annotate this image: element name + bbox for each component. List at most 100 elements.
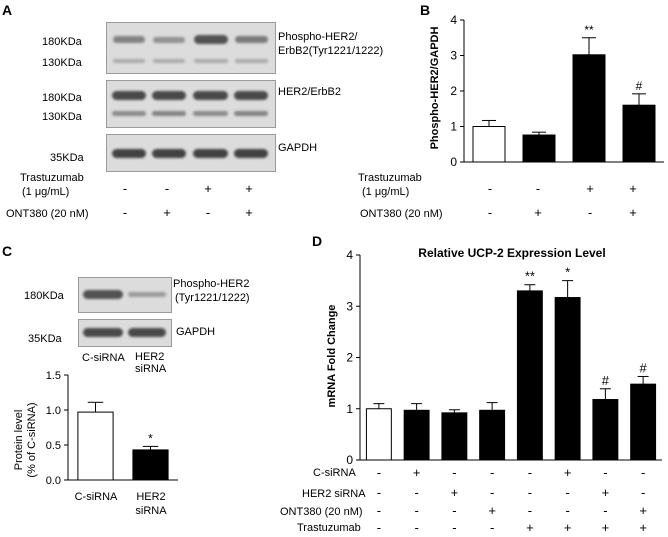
y-tick-label: 0 bbox=[450, 155, 457, 169]
lane-label-c-sirna: C-siRNA bbox=[82, 352, 125, 364]
significance-marker: # bbox=[636, 79, 643, 93]
sign: - bbox=[205, 205, 211, 220]
sign: + bbox=[639, 503, 647, 518]
sign: - bbox=[376, 520, 382, 535]
blot-label-phospho-her2: Phospho-HER2 bbox=[173, 278, 250, 290]
sign: + bbox=[563, 520, 572, 535]
treatment-label-ont380: ONT380 (20 nM) bbox=[360, 208, 443, 220]
sign: - bbox=[489, 465, 495, 480]
sign: - bbox=[452, 465, 457, 480]
sign: + bbox=[563, 465, 572, 480]
bar-chart-protein-level: Protein level (% of C-siRNA) 0.0 0.5 1.0 1.… bbox=[13, 370, 178, 517]
treatment-label-trastuzumab: Trastuzumab bbox=[358, 172, 422, 184]
sign: - bbox=[487, 205, 493, 220]
bar bbox=[572, 54, 606, 163]
treatment-label-her2-sirna: HER2 siRNA bbox=[302, 488, 366, 500]
bar bbox=[622, 104, 656, 163]
y-axis-label: Phospho-HER2/GAPDH bbox=[429, 27, 441, 150]
y-tick-label: 2 bbox=[450, 84, 457, 98]
sign: + bbox=[163, 205, 171, 220]
significance-marker: # bbox=[602, 373, 610, 388]
x-tick-label: siRNA bbox=[135, 505, 167, 517]
sign: - bbox=[414, 520, 419, 535]
sign: - bbox=[527, 485, 533, 500]
y-tick-label: 2 bbox=[346, 351, 353, 365]
blot-label-gapdh: GAPDH bbox=[278, 142, 318, 154]
blot-label-her2: HER2/ErbB2 bbox=[278, 86, 341, 98]
sign: - bbox=[376, 485, 382, 500]
bar bbox=[630, 383, 657, 461]
sign: - bbox=[376, 465, 382, 480]
sign: - bbox=[527, 503, 533, 518]
y-axis-label: mRNA Fold Change bbox=[326, 305, 338, 408]
sign: - bbox=[489, 485, 495, 500]
sign: - bbox=[603, 503, 608, 518]
blot-label-phospho-her2-site: (Tyr1221/1222) bbox=[175, 292, 250, 304]
sign: + bbox=[412, 465, 421, 480]
x-tick-label: C-siRNA bbox=[75, 491, 118, 503]
bar bbox=[365, 408, 392, 461]
western-blot-gapdh bbox=[106, 134, 276, 172]
marker-35kda: 35KDa bbox=[50, 152, 84, 164]
y-tick-label: 1.5 bbox=[46, 370, 61, 382]
sign: - bbox=[122, 181, 128, 196]
sign: - bbox=[376, 503, 382, 518]
treatment-label-ont380: ONT380 (20 nM) bbox=[6, 208, 89, 220]
sign: - bbox=[565, 503, 570, 518]
sign: - bbox=[487, 181, 493, 196]
bar-chart-phospho-her2: Phospho-HER2/GAPDH 0 1 2 3 4 ** # bbox=[429, 13, 664, 169]
bar bbox=[479, 409, 506, 461]
panel-c-label: C bbox=[2, 243, 13, 259]
sign: + bbox=[526, 520, 534, 535]
bar bbox=[403, 409, 430, 461]
bar bbox=[522, 134, 556, 163]
marker-180kda: 180KDa bbox=[24, 290, 64, 302]
y-tick-label: 4 bbox=[346, 248, 353, 262]
marker-180kda: 180KDa bbox=[42, 36, 82, 48]
significance-marker: # bbox=[640, 360, 648, 375]
treatment-label-trastuzumab: Trastuzumab bbox=[297, 522, 361, 534]
sign: + bbox=[601, 485, 610, 500]
sign: - bbox=[414, 485, 419, 500]
western-blot-gapdh bbox=[78, 319, 172, 347]
sign: + bbox=[245, 181, 253, 196]
sign: - bbox=[452, 503, 457, 518]
y-tick-label: 3 bbox=[346, 299, 353, 313]
bar bbox=[132, 449, 169, 481]
sign: - bbox=[489, 520, 495, 535]
y-tick-label: 0.0 bbox=[46, 475, 61, 487]
lane-label-her2-sirna: HER2 bbox=[135, 351, 165, 363]
significance-marker: * bbox=[148, 431, 153, 445]
panel-a-label: A bbox=[2, 2, 13, 18]
treatment-label-trastuzumab-dose: (1 μg/mL) bbox=[22, 186, 70, 198]
marker-180kda: 180KDa bbox=[42, 92, 82, 104]
western-blot-phospho-her2 bbox=[106, 22, 276, 74]
sign: + bbox=[601, 520, 610, 535]
lane-label-her2-sirna-2: siRNA bbox=[135, 363, 167, 375]
blot-label-phospho-her2-site: ErbB2(Tyr1221/1222) bbox=[278, 45, 384, 57]
sign: + bbox=[245, 205, 253, 220]
western-blot-phospho-her2 bbox=[78, 277, 172, 313]
sign: + bbox=[488, 503, 496, 518]
y-tick-label: 0.5 bbox=[46, 440, 61, 452]
sign: + bbox=[629, 181, 637, 196]
sign: + bbox=[204, 181, 212, 196]
sign: - bbox=[535, 181, 541, 196]
sign: - bbox=[640, 485, 646, 500]
sign: - bbox=[122, 205, 128, 220]
x-tick-label: HER2 bbox=[136, 491, 165, 503]
panel-b-label: B bbox=[420, 2, 431, 18]
sign: - bbox=[587, 205, 593, 220]
chart-title: Relative UCP-2 Expression Level bbox=[418, 246, 605, 260]
sign: + bbox=[639, 520, 647, 535]
western-blot-her2 bbox=[106, 80, 276, 128]
blot-label-phospho-her2: Phospho-HER2/ bbox=[278, 31, 358, 43]
marker-130kda: 130KDa bbox=[42, 111, 82, 123]
y-tick-label: 3 bbox=[450, 49, 457, 63]
sign: - bbox=[603, 465, 608, 480]
y-axis-label: Protein level bbox=[13, 410, 25, 471]
bar-chart-ucp2-expression: Relative UCP-2 Expression Level mRNA Fol… bbox=[326, 246, 662, 467]
sign: - bbox=[527, 465, 533, 480]
treatment-label-ont380: ONT380 (20 nM) bbox=[280, 506, 363, 518]
significance-marker: ** bbox=[525, 269, 535, 284]
